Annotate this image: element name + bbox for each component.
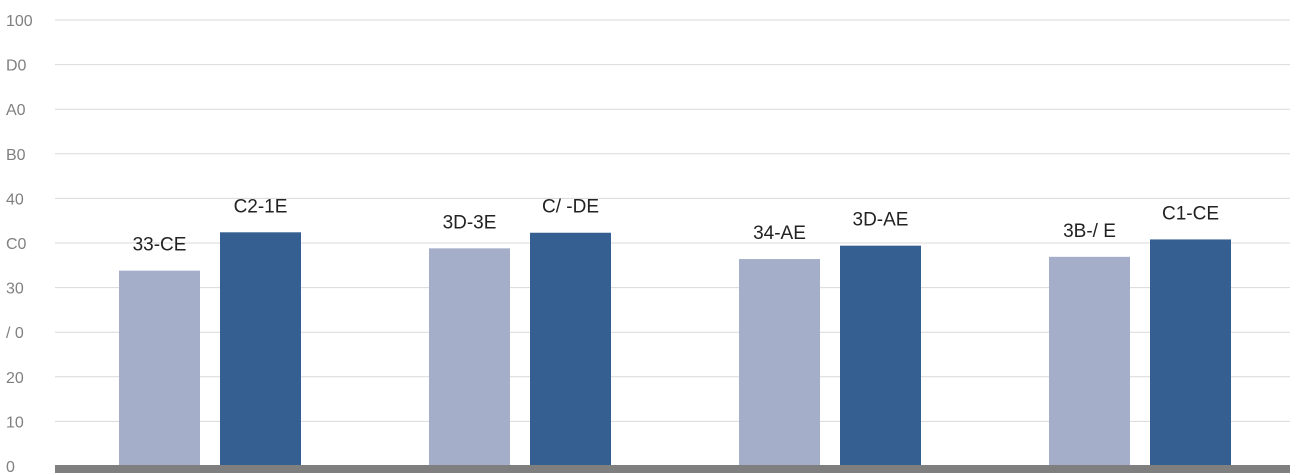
y-tick-label: 20 [6, 370, 24, 387]
data-label: C/ -DE [542, 197, 599, 218]
y-tick-label: A0 [6, 102, 26, 119]
data-label: C2-1E [234, 196, 288, 217]
bar [429, 248, 510, 466]
y-tick-label: 10 [6, 414, 24, 431]
y-tick-label: 100 [6, 13, 33, 30]
bar [840, 245, 921, 466]
data-label: C1-CE [1162, 203, 1219, 224]
bar [530, 232, 611, 466]
y-tick-label: D0 [6, 58, 27, 75]
bars [119, 232, 1231, 466]
bar [220, 232, 301, 466]
data-label: 34-AE [753, 223, 806, 244]
x-axis-baseline [55, 465, 1290, 473]
y-axis-ticks: 0 10 20 / 0 30 C0 40 B0 A0 D0 100 [6, 13, 33, 475]
y-tick-label: 30 [6, 281, 24, 298]
y-tick-label: / 0 [6, 325, 24, 342]
y-tick-label: B0 [6, 147, 26, 164]
data-label: 3D-AE [853, 210, 909, 231]
y-tick-label: C0 [6, 236, 27, 253]
data-labels: 33-CE 3D-3E 34-AE 3B-/ E C2-1E C/ -DE 3D-AE C1-… [133, 196, 1219, 255]
data-label: 33-CE [133, 235, 187, 256]
data-label: 3B-/ E [1063, 221, 1116, 242]
bar [739, 259, 820, 466]
y-tick-label: 40 [6, 191, 24, 208]
bar [119, 270, 200, 466]
data-label: 3D-3E [443, 212, 497, 233]
y-tick-label: 0 [6, 459, 15, 475]
bar [1150, 239, 1231, 466]
bar [1049, 256, 1130, 466]
